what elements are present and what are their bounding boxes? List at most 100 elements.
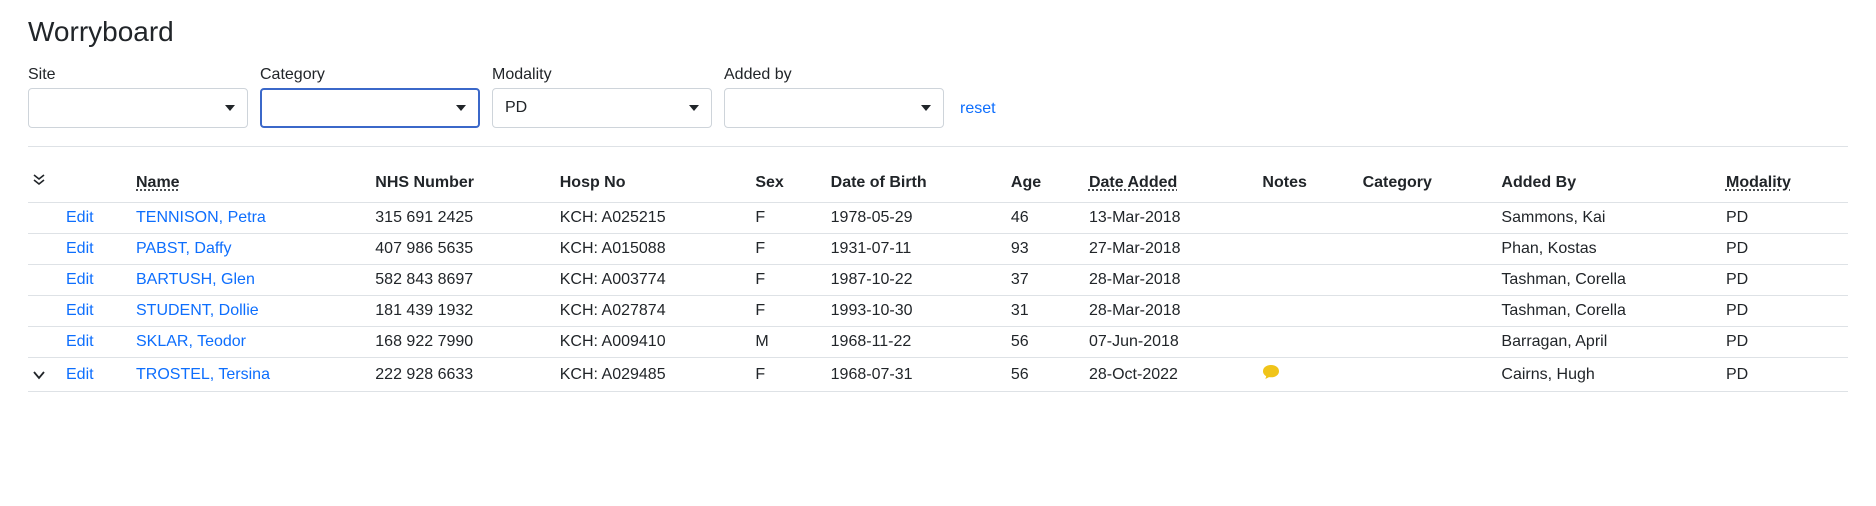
table-row: Edit PABST, Daffy 407 986 5635KCH: A015088… bbox=[28, 234, 1848, 265]
category-cell bbox=[1353, 296, 1492, 327]
col-added-by: Added By bbox=[1491, 165, 1716, 203]
col-sex: Sex bbox=[745, 165, 820, 203]
table-row: EditTENNISON, Petra315 691 2425KCH: A025… bbox=[28, 203, 1848, 234]
caret-down-icon bbox=[456, 105, 466, 111]
edit-link[interactable]: Edit bbox=[66, 333, 94, 350]
edit-link[interactable]: Edit bbox=[66, 271, 94, 288]
table-header-row: Name NHS Number Hosp No Sex Date of Birt… bbox=[28, 165, 1848, 203]
dob-cell: 1968-07-31 bbox=[821, 358, 1001, 392]
age-cell: 31 bbox=[1001, 296, 1079, 327]
site-filter-group: Site bbox=[28, 66, 248, 128]
patient-name-link[interactable]: BARTUSH, Glen bbox=[136, 271, 255, 288]
modality-filter-label: Modality bbox=[492, 66, 712, 84]
nhs-number-cell: 168 922 7990 bbox=[365, 327, 549, 358]
comment-icon[interactable] bbox=[1262, 364, 1280, 385]
added-by-cell: Phan, Kostas bbox=[1491, 234, 1716, 265]
site-filter-label: Site bbox=[28, 66, 248, 84]
modality-cell: PD bbox=[1716, 327, 1848, 358]
category-dropdown[interactable] bbox=[260, 88, 480, 128]
patient-name-link[interactable]: STUDENT, Dollie bbox=[136, 302, 259, 319]
notes-cell bbox=[1252, 265, 1352, 296]
col-hosp-no: Hosp No bbox=[550, 165, 746, 203]
hosp-no-cell: KCH: A015088 bbox=[550, 234, 746, 265]
notes-cell bbox=[1252, 327, 1352, 358]
hosp-no-cell: KCH: A025215 bbox=[550, 203, 746, 234]
patient-name-link[interactable]: SKLAR, Teodor bbox=[136, 333, 246, 350]
caret-down-icon bbox=[689, 105, 699, 111]
sex-cell: F bbox=[745, 296, 820, 327]
modality-dropdown-value: PD bbox=[505, 99, 527, 117]
col-age: Age bbox=[1001, 165, 1079, 203]
dob-cell: 1978-05-29 bbox=[821, 203, 1001, 234]
nhs-number-cell: 222 928 6633 bbox=[365, 358, 549, 392]
patient-name-link[interactable]: TENNISON, Petra bbox=[136, 209, 266, 226]
table-row: Edit TROSTEL, Tersina 222 928 6633KCH: A02… bbox=[28, 358, 1848, 392]
category-cell bbox=[1353, 358, 1492, 392]
notes-cell bbox=[1252, 234, 1352, 265]
sex-cell: F bbox=[745, 265, 820, 296]
nhs-number-cell: 407 986 5635 bbox=[365, 234, 549, 265]
dob-cell: 1968-11-22 bbox=[821, 327, 1001, 358]
col-date-added[interactable]: Date Added bbox=[1079, 165, 1252, 203]
added-by-filter-label: Added by bbox=[724, 66, 944, 84]
added-by-cell: Cairns, Hugh bbox=[1491, 358, 1716, 392]
age-cell: 46 bbox=[1001, 203, 1079, 234]
category-cell bbox=[1353, 234, 1492, 265]
sex-cell: F bbox=[745, 203, 820, 234]
expand-all-toggle[interactable] bbox=[32, 174, 46, 190]
modality-dropdown[interactable]: PD bbox=[492, 88, 712, 128]
added-by-filter-group: Added by bbox=[724, 66, 944, 128]
sex-cell: F bbox=[745, 234, 820, 265]
col-modality[interactable]: Modality bbox=[1716, 165, 1848, 203]
edit-link[interactable]: Edit bbox=[66, 366, 94, 383]
age-cell: 37 bbox=[1001, 265, 1079, 296]
modality-cell: PD bbox=[1716, 265, 1848, 296]
date-added-cell: 28-Mar-2018 bbox=[1079, 296, 1252, 327]
added-by-cell: Tashman, Corella bbox=[1491, 296, 1716, 327]
category-cell bbox=[1353, 265, 1492, 296]
modality-filter-group: Modality PD bbox=[492, 66, 712, 128]
dob-cell: 1987-10-22 bbox=[821, 265, 1001, 296]
nhs-number-cell: 181 439 1932 bbox=[365, 296, 549, 327]
hosp-no-cell: KCH: A003774 bbox=[550, 265, 746, 296]
col-name[interactable]: Name bbox=[126, 165, 365, 203]
category-cell bbox=[1353, 203, 1492, 234]
modality-cell: PD bbox=[1716, 203, 1848, 234]
category-filter-group: Category bbox=[260, 66, 480, 128]
site-dropdown[interactable] bbox=[28, 88, 248, 128]
patient-name-link[interactable]: PABST, Daffy bbox=[136, 240, 231, 257]
notes-cell bbox=[1252, 296, 1352, 327]
edit-link[interactable]: Edit bbox=[66, 302, 94, 319]
modality-cell: PD bbox=[1716, 296, 1848, 327]
caret-down-icon bbox=[225, 105, 235, 111]
age-cell: 56 bbox=[1001, 358, 1079, 392]
hosp-no-cell: KCH: A029485 bbox=[550, 358, 746, 392]
added-by-cell: Tashman, Corella bbox=[1491, 265, 1716, 296]
date-added-cell: 28-Oct-2022 bbox=[1079, 358, 1252, 392]
added-by-dropdown[interactable] bbox=[724, 88, 944, 128]
hosp-no-cell: KCH: A027874 bbox=[550, 296, 746, 327]
double-chevron-down-icon bbox=[32, 173, 46, 187]
table-row: Edit SKLAR, Teodor 168 922 7990KCH: A00941… bbox=[28, 327, 1848, 358]
hosp-no-cell: KCH: A009410 bbox=[550, 327, 746, 358]
row-expand-toggle[interactable] bbox=[32, 368, 46, 382]
col-category: Category bbox=[1353, 165, 1492, 203]
date-added-cell: 27-Mar-2018 bbox=[1079, 234, 1252, 265]
col-dob: Date of Birth bbox=[821, 165, 1001, 203]
dob-cell: 1993-10-30 bbox=[821, 296, 1001, 327]
sex-cell: F bbox=[745, 358, 820, 392]
edit-link[interactable]: Edit bbox=[66, 209, 94, 226]
notes-cell bbox=[1252, 203, 1352, 234]
worryboard-table-wrap: Name NHS Number Hosp No Sex Date of Birt… bbox=[28, 165, 1848, 392]
notes-cell bbox=[1252, 358, 1352, 392]
patient-name-link[interactable]: TROSTEL, Tersina bbox=[136, 366, 270, 383]
reset-link[interactable]: reset bbox=[960, 100, 996, 128]
edit-link[interactable]: Edit bbox=[66, 240, 94, 257]
added-by-cell: Barragan, April bbox=[1491, 327, 1716, 358]
chevron-down-icon bbox=[32, 368, 46, 382]
age-cell: 56 bbox=[1001, 327, 1079, 358]
worryboard-table: Name NHS Number Hosp No Sex Date of Birt… bbox=[28, 165, 1848, 392]
table-row: Edit STUDENT, Dollie 181 439 1932KCH: A027… bbox=[28, 296, 1848, 327]
category-filter-label: Category bbox=[260, 66, 480, 84]
dob-cell: 1931-07-11 bbox=[821, 234, 1001, 265]
